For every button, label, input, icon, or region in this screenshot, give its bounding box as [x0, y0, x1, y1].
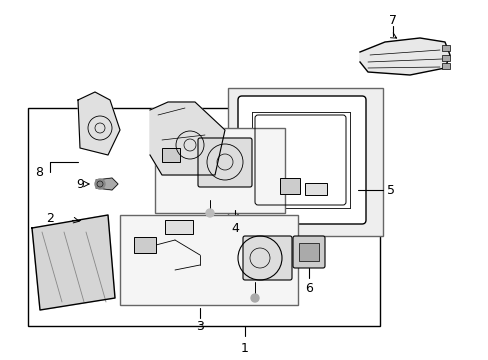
Text: 5: 5 — [386, 184, 394, 197]
Bar — [441, 63, 449, 69]
Bar — [441, 45, 449, 51]
FancyBboxPatch shape — [243, 236, 291, 280]
FancyBboxPatch shape — [238, 96, 365, 224]
Bar — [155, 128, 285, 213]
Circle shape — [250, 294, 259, 302]
Text: 8: 8 — [35, 166, 43, 179]
Bar — [134, 237, 156, 253]
Bar — [164, 220, 193, 234]
FancyBboxPatch shape — [198, 138, 251, 187]
FancyBboxPatch shape — [292, 236, 325, 268]
Text: 3: 3 — [196, 320, 203, 333]
Text: 6: 6 — [305, 282, 312, 295]
Bar — [305, 183, 326, 195]
Text: 9: 9 — [76, 177, 84, 190]
Text: 2: 2 — [46, 212, 54, 225]
Circle shape — [95, 179, 105, 189]
Text: 1: 1 — [241, 342, 248, 355]
Bar — [298, 243, 318, 261]
Polygon shape — [150, 102, 224, 175]
Polygon shape — [32, 215, 115, 310]
Bar — [120, 215, 297, 305]
Polygon shape — [359, 38, 449, 75]
Text: 7: 7 — [388, 14, 396, 27]
Polygon shape — [96, 178, 118, 190]
Bar — [162, 148, 180, 162]
Text: 4: 4 — [231, 222, 239, 235]
Circle shape — [205, 209, 214, 217]
Bar — [441, 55, 449, 61]
Polygon shape — [78, 92, 120, 155]
Bar — [227, 88, 382, 236]
Bar — [280, 178, 299, 194]
Bar — [28, 108, 379, 326]
